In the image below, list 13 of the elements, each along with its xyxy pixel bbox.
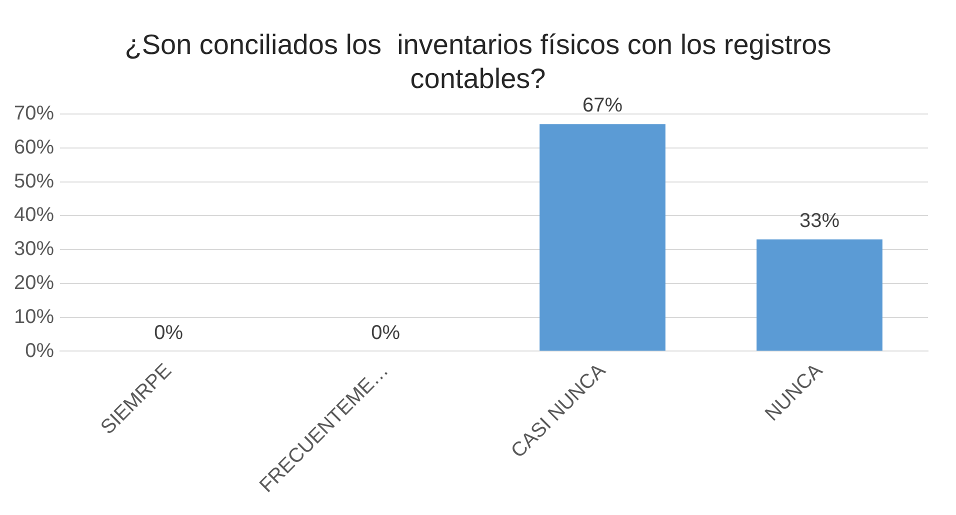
y-tick-label: 40% <box>14 204 54 226</box>
data-label: 67% <box>582 94 623 117</box>
y-tick-label: 70% <box>14 102 54 125</box>
y-tick-label: 50% <box>14 170 54 192</box>
data-label: 33% <box>799 210 840 232</box>
chart-title: ¿Son conciliados los inventarios físicos con los registros contables? <box>124 28 832 96</box>
y-tick-label: 60% <box>14 136 54 158</box>
y-tick-label: 20% <box>14 272 54 294</box>
y-tick-label: 0% <box>25 340 54 362</box>
y-tick-label: 10% <box>14 306 54 328</box>
data-label: 0% <box>154 322 184 344</box>
data-label: 0% <box>371 322 400 344</box>
y-tick-label: 30% <box>14 238 54 260</box>
